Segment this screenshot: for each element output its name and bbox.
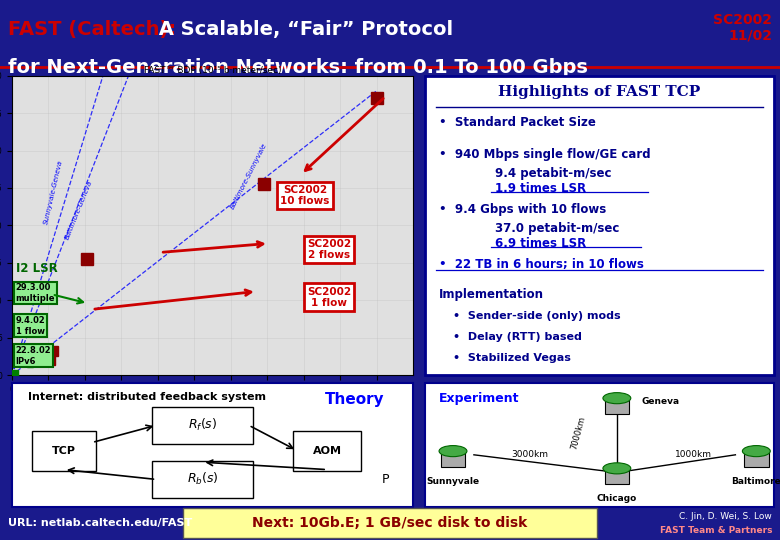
Title: FAST™ BDP (10¹⁵ b·meter/sec): FAST™ BDP (10¹⁵ b·meter/sec) xyxy=(144,66,282,75)
Text: SC2002
10 flows: SC2002 10 flows xyxy=(280,185,330,206)
Text: SC2002
1 flow: SC2002 1 flow xyxy=(307,287,351,308)
FancyBboxPatch shape xyxy=(425,76,774,375)
Text: •  22 TB in 6 hours; in 10 flows: • 22 TB in 6 hours; in 10 flows xyxy=(439,259,644,272)
Text: C. Jin, D. Wei, S. Low: C. Jin, D. Wei, S. Low xyxy=(679,512,772,521)
Text: Highlights of FAST TCP: Highlights of FAST TCP xyxy=(498,85,700,99)
Bar xyxy=(441,453,465,467)
X-axis label: aggregate throughput (Gbps): aggregate throughput (Gbps) xyxy=(146,400,279,409)
Text: SC2002
11/02: SC2002 11/02 xyxy=(713,12,772,43)
Ellipse shape xyxy=(743,446,771,457)
Bar xyxy=(604,400,629,414)
Text: Experiment: Experiment xyxy=(439,392,519,405)
FancyBboxPatch shape xyxy=(183,508,597,538)
Text: 1000km: 1000km xyxy=(675,450,712,460)
Text: 3000km: 3000km xyxy=(511,450,548,460)
Text: 37.0 petabit-m/sec: 37.0 petabit-m/sec xyxy=(495,222,619,235)
Text: Internet: distributed feedback system: Internet: distributed feedback system xyxy=(28,392,266,402)
Text: •  Stabilized Vegas: • Stabilized Vegas xyxy=(453,353,571,363)
Text: P: P xyxy=(381,473,389,486)
Text: Next: 10Gb.E; 1 GB/sec disk to disk: Next: 10Gb.E; 1 GB/sec disk to disk xyxy=(253,516,527,530)
Text: 22.8.02
IPv6: 22.8.02 IPv6 xyxy=(16,346,51,366)
Text: 7000km: 7000km xyxy=(569,415,587,450)
Text: 1.9 times LSR: 1.9 times LSR xyxy=(495,182,586,195)
FancyBboxPatch shape xyxy=(425,383,774,507)
Text: •  Sender-side (only) mods: • Sender-side (only) mods xyxy=(453,311,621,321)
Text: 9.4 petabit-m/sec: 9.4 petabit-m/sec xyxy=(495,167,612,180)
FancyBboxPatch shape xyxy=(293,431,361,471)
Text: Baltimore-Geneva: Baltimore-Geneva xyxy=(65,179,94,240)
Text: Geneva: Geneva xyxy=(641,397,679,407)
FancyBboxPatch shape xyxy=(12,383,413,507)
Text: 9.4.02
1 flow: 9.4.02 1 flow xyxy=(16,316,45,335)
Bar xyxy=(604,470,629,484)
Text: Theory: Theory xyxy=(325,392,385,407)
Bar xyxy=(744,453,768,467)
Text: 6.9 times LSR: 6.9 times LSR xyxy=(495,238,586,251)
Text: 29.3.00
multiple: 29.3.00 multiple xyxy=(16,283,55,302)
Text: I2 LSR: I2 LSR xyxy=(16,262,58,275)
Text: $R_b(s)$: $R_b(s)$ xyxy=(186,471,218,488)
Text: for Next-Generation Networks: from 0.1 To 100 Gbps: for Next-Generation Networks: from 0.1 T… xyxy=(8,58,587,77)
FancyBboxPatch shape xyxy=(152,461,253,498)
Text: Baltimore: Baltimore xyxy=(732,477,780,486)
FancyBboxPatch shape xyxy=(32,431,96,471)
Text: FAST (Caltech):: FAST (Caltech): xyxy=(8,19,176,39)
Text: $R_f(s)$: $R_f(s)$ xyxy=(188,417,217,433)
Text: FAST Team & Partners: FAST Team & Partners xyxy=(660,526,772,535)
Text: Sunnyvale: Sunnyvale xyxy=(427,477,480,486)
Text: Baltimore-Sunnyvale: Baltimore-Sunnyvale xyxy=(230,143,268,211)
Text: SC2002
2 flows: SC2002 2 flows xyxy=(307,239,351,260)
Ellipse shape xyxy=(603,463,631,474)
Text: Implementation: Implementation xyxy=(439,288,544,301)
Text: Sunnyvale-Geneva: Sunnyvale-Geneva xyxy=(44,160,64,226)
Ellipse shape xyxy=(603,393,631,404)
Text: AOM: AOM xyxy=(313,446,342,456)
FancyBboxPatch shape xyxy=(152,407,253,444)
Text: •  9.4 Gbps with 10 flows: • 9.4 Gbps with 10 flows xyxy=(439,203,606,216)
Text: •  Standard Packet Size: • Standard Packet Size xyxy=(439,116,596,129)
Text: •  Delay (RTT) based: • Delay (RTT) based xyxy=(453,332,582,342)
Ellipse shape xyxy=(439,446,467,457)
Text: A Scalable, “Fair” Protocol: A Scalable, “Fair” Protocol xyxy=(152,19,453,39)
Text: TCP: TCP xyxy=(52,446,76,456)
Text: Chicago: Chicago xyxy=(597,494,637,503)
Text: •  940 Mbps single flow/GE card: • 940 Mbps single flow/GE card xyxy=(439,147,651,160)
Text: URL: netlab.caltech.edu/FAST: URL: netlab.caltech.edu/FAST xyxy=(8,518,192,528)
